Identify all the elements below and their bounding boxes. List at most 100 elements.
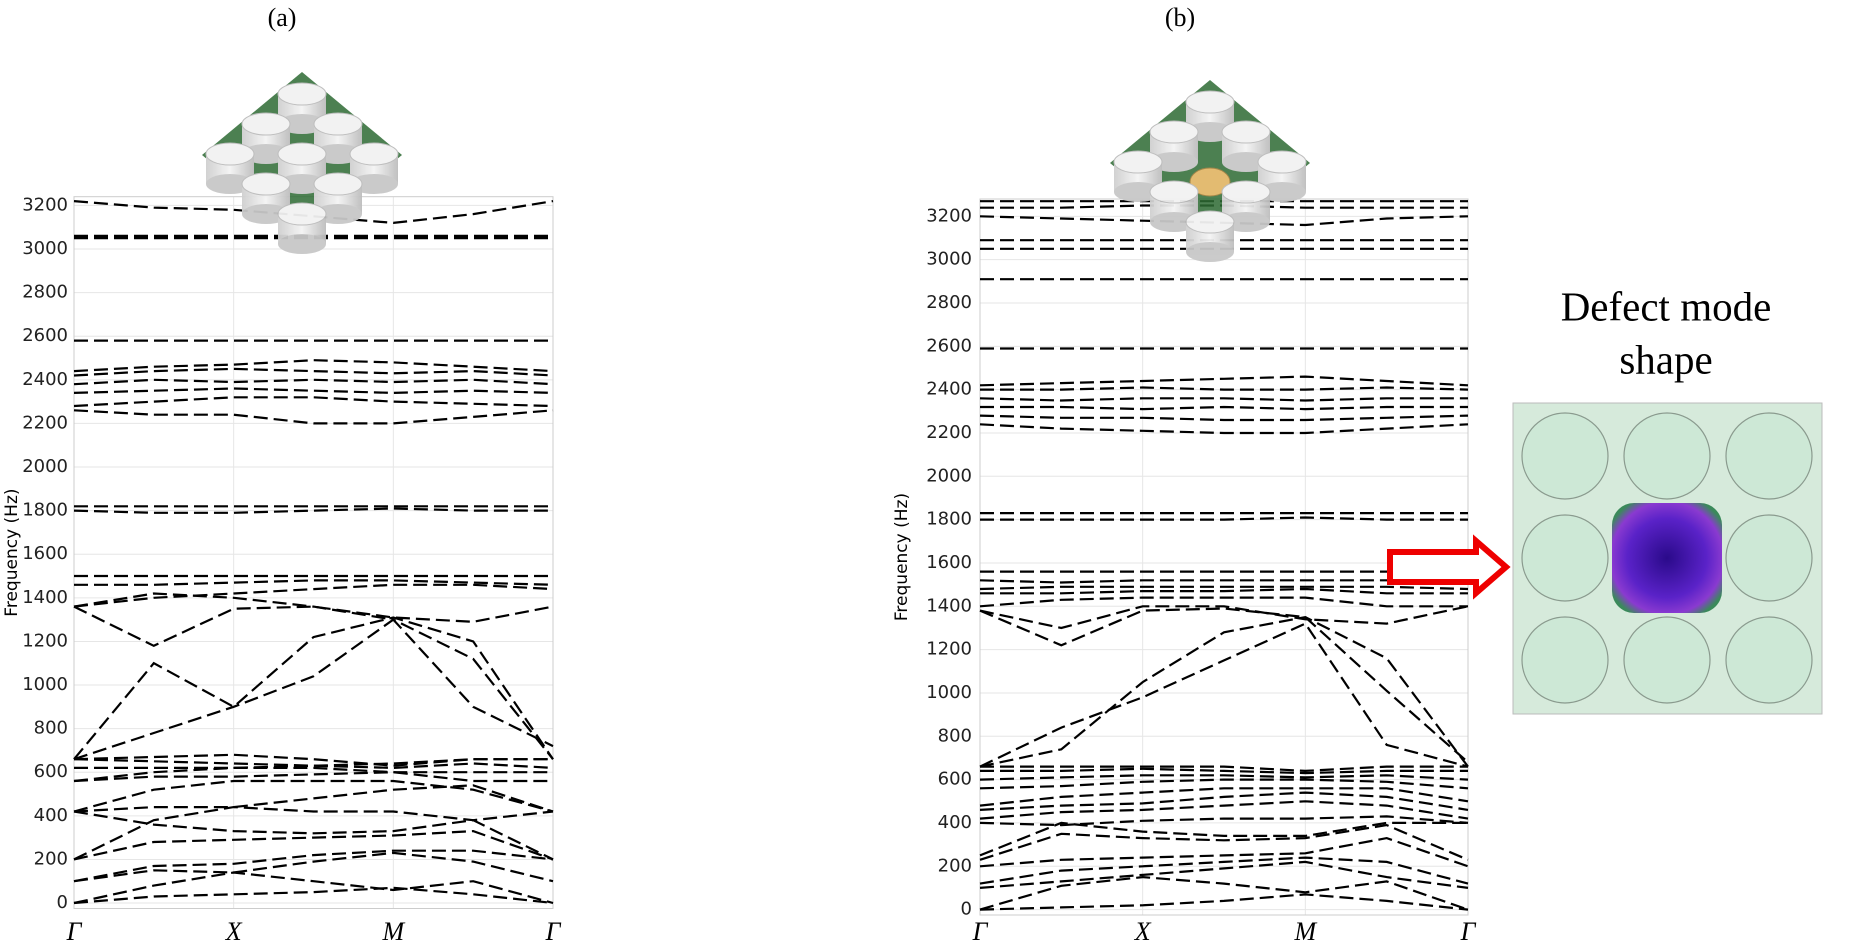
band-line bbox=[979, 815, 1469, 827]
band-line bbox=[73, 359, 554, 373]
band-line bbox=[979, 823, 1469, 861]
band-line bbox=[979, 622, 1469, 768]
y-tick-label: 3000 bbox=[22, 238, 68, 259]
band-line bbox=[980, 587, 1468, 595]
band-line bbox=[73, 583, 554, 608]
band-line bbox=[73, 592, 554, 748]
y-tick-label: 1400 bbox=[22, 587, 68, 608]
unit-cell-icon bbox=[1110, 80, 1310, 262]
y-tick-label: 1800 bbox=[22, 500, 68, 521]
band-line bbox=[73, 849, 554, 883]
band-line bbox=[979, 800, 1469, 820]
band-line bbox=[979, 375, 1469, 387]
cylinder-top bbox=[1149, 120, 1199, 144]
y-tick-label: 800 bbox=[938, 725, 972, 746]
arrow bbox=[1387, 534, 1511, 600]
cylinder-top bbox=[313, 172, 363, 196]
cylinder-top bbox=[277, 142, 327, 166]
cylinder-top bbox=[1185, 90, 1235, 114]
cylinder-top bbox=[349, 142, 399, 166]
y-tick-label: 600 bbox=[938, 769, 972, 790]
band-line bbox=[73, 396, 554, 408]
band-line bbox=[980, 405, 1468, 411]
y-tick-label: 3200 bbox=[926, 205, 972, 226]
cylinder-top bbox=[1257, 150, 1307, 174]
y-tick-label: 2000 bbox=[926, 465, 972, 486]
defect-cylinder bbox=[1189, 167, 1231, 197]
cylinder-top bbox=[241, 112, 291, 136]
y-tick-label: 200 bbox=[34, 848, 68, 869]
annotation: shape bbox=[1619, 336, 1712, 382]
x-tick-label: M bbox=[1293, 917, 1317, 946]
band-line bbox=[979, 615, 1469, 768]
band-line bbox=[980, 765, 1468, 773]
band-line bbox=[979, 875, 1469, 911]
band-line bbox=[73, 784, 554, 813]
band-line bbox=[979, 607, 1469, 764]
x-tick-label: M bbox=[381, 917, 405, 946]
y-tick-label: 1000 bbox=[926, 682, 972, 703]
y-tick-label: 2800 bbox=[22, 282, 68, 303]
band-line bbox=[979, 414, 1469, 422]
x-tick-label: X bbox=[225, 917, 243, 946]
y-tick-label: 2000 bbox=[22, 456, 68, 477]
band-line bbox=[73, 766, 553, 783]
cylinder-top bbox=[1221, 180, 1271, 204]
cylinder-top bbox=[1185, 210, 1235, 234]
band-line bbox=[979, 596, 1468, 608]
y-tick-label: 1600 bbox=[22, 543, 68, 564]
band-line bbox=[979, 821, 1468, 857]
band-line bbox=[73, 616, 554, 760]
x-tick-label: Γ bbox=[1460, 917, 1477, 946]
band-line bbox=[980, 386, 1469, 391]
y-tick-label: 2800 bbox=[926, 292, 972, 313]
band-line bbox=[979, 605, 1469, 630]
y-tick-label: 1600 bbox=[926, 552, 972, 573]
band-line bbox=[979, 579, 1468, 584]
annotation: Defect mode bbox=[1561, 283, 1772, 329]
y-tick-label: 2600 bbox=[926, 335, 972, 356]
band-line bbox=[73, 851, 554, 883]
y-tick-label: 2600 bbox=[22, 325, 68, 346]
band-line bbox=[979, 774, 1469, 781]
band-line bbox=[979, 397, 1468, 402]
chart: (a) Frequency (Hz) 0 200 400 600 800 1000 1200 14… bbox=[2, 3, 562, 946]
cylinder-top bbox=[1149, 180, 1199, 204]
x-tick-label: X bbox=[1134, 917, 1152, 946]
y-tick-label: 1000 bbox=[22, 674, 68, 695]
cylinder-top bbox=[1221, 120, 1271, 144]
y-tick-label: 2200 bbox=[926, 422, 972, 443]
decorations: Defect mode shape bbox=[1387, 283, 1823, 715]
y-tick-label: 3200 bbox=[22, 194, 68, 215]
y-tick-label: 800 bbox=[34, 718, 68, 739]
panel-label: (a) bbox=[268, 3, 297, 32]
band-line bbox=[73, 378, 554, 386]
band-line bbox=[73, 605, 554, 648]
cylinder-top bbox=[241, 172, 291, 196]
band-line bbox=[73, 387, 554, 395]
y-tick-label: 400 bbox=[938, 812, 972, 833]
band-line bbox=[979, 791, 1469, 811]
plot-frame bbox=[73, 196, 554, 909]
y-tick-label: 1200 bbox=[22, 630, 68, 651]
band-line bbox=[73, 829, 554, 861]
band-line bbox=[979, 787, 1469, 807]
band-line bbox=[73, 871, 554, 905]
y-tick-label: 1800 bbox=[926, 509, 972, 530]
y-tick-label: 200 bbox=[938, 855, 972, 876]
band-line bbox=[73, 886, 554, 905]
y-tick-label: 3000 bbox=[926, 249, 972, 270]
y-tick-label: 400 bbox=[34, 805, 68, 826]
band-line bbox=[980, 767, 1468, 775]
cylinder-top bbox=[313, 112, 363, 136]
cylinder-top bbox=[277, 82, 327, 106]
band-line bbox=[979, 860, 1469, 889]
band-line bbox=[73, 367, 554, 377]
y-axis-label: Frequency (Hz) bbox=[892, 493, 912, 621]
cylinder-top bbox=[205, 142, 255, 166]
y-tick-label: 1200 bbox=[926, 639, 972, 660]
x-tick-label: Γ bbox=[972, 917, 989, 946]
cylinder-top bbox=[1113, 150, 1163, 174]
band-line bbox=[979, 856, 1469, 885]
